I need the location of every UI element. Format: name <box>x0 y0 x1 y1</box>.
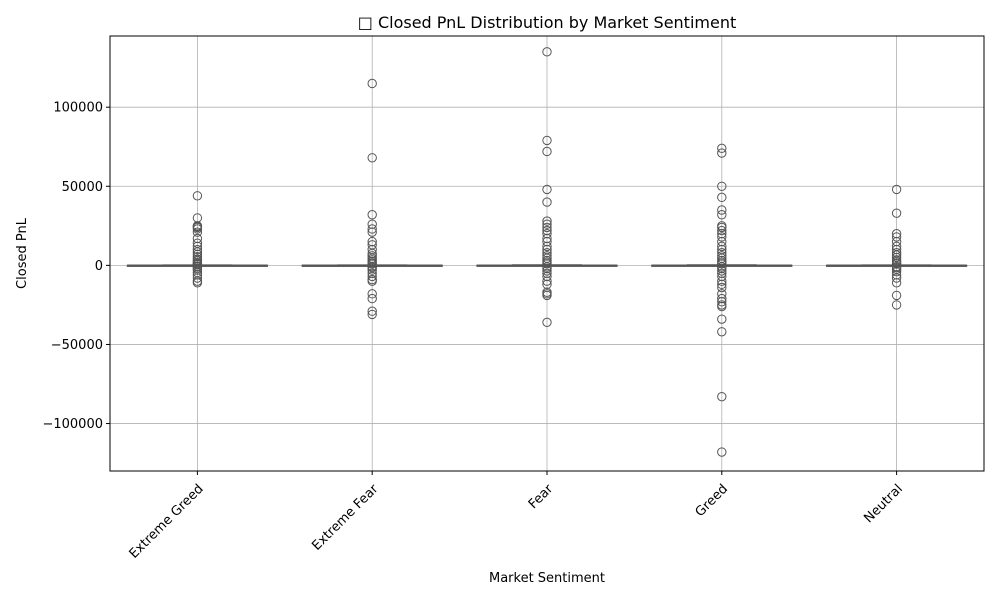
outlier-point <box>891 232 902 242</box>
outlier-point <box>542 317 552 328</box>
chart-title: □ Closed PnL Distribution by Market Sent… <box>358 13 736 32</box>
outlier-point <box>717 181 727 191</box>
outlier-point <box>717 232 727 242</box>
outlier-point <box>542 222 552 233</box>
outlier-point <box>367 265 377 275</box>
outlier-point <box>367 210 377 220</box>
outlier-point <box>192 273 203 283</box>
y-ticks: −100000 −50000 0 50000 100000 <box>42 101 110 432</box>
outlier-point <box>542 290 552 301</box>
y-tick-label: 0 <box>95 259 103 274</box>
y-axis-label: Closed PnL <box>15 217 30 289</box>
outlier-point <box>717 327 727 337</box>
outlier-point <box>367 259 377 269</box>
box-group <box>126 191 268 288</box>
outlier-point <box>717 279 727 290</box>
x-axis-label: Market Sentiment <box>489 571 605 586</box>
outlier-point <box>891 252 902 263</box>
outlier-point <box>367 293 377 304</box>
outlier-point <box>192 244 203 255</box>
outlier-point <box>717 276 727 286</box>
outlier-point <box>542 197 552 207</box>
outlier-point <box>542 47 552 57</box>
y-tick-label: −50000 <box>51 338 103 353</box>
y-tick-label: −100000 <box>42 417 103 432</box>
outlier-point <box>717 301 727 312</box>
outlier-point <box>717 259 727 269</box>
outlier-point <box>542 219 552 229</box>
outlier-point <box>367 271 377 282</box>
outlier-point <box>192 227 203 237</box>
outlier-point <box>891 290 902 301</box>
outlier-point <box>717 143 727 154</box>
outlier-point <box>891 208 902 218</box>
outlier-point <box>891 278 902 288</box>
box-group <box>476 47 618 328</box>
outlier-point <box>717 225 727 236</box>
outlier-point <box>717 192 727 203</box>
outlier-point <box>192 278 203 288</box>
outlier-point <box>542 266 552 276</box>
outlier-point <box>367 153 377 163</box>
outlier-point <box>367 227 377 237</box>
outlier-point <box>717 241 727 252</box>
outlier-point <box>542 241 552 252</box>
outlier-point <box>717 297 727 307</box>
outlier-point <box>717 266 727 276</box>
outlier-point <box>891 273 902 283</box>
outlier-point <box>891 266 902 277</box>
outlier-point <box>542 184 552 195</box>
outlier-point <box>367 289 377 299</box>
outlier-point <box>717 282 727 293</box>
outlier-point <box>542 276 552 286</box>
outlier-point <box>891 184 902 195</box>
outlier-point <box>367 276 377 286</box>
outlier-point <box>717 148 727 158</box>
box-group <box>826 184 968 310</box>
outlier-point <box>542 146 552 157</box>
outlier-point <box>717 205 727 215</box>
outlier-point <box>542 135 552 146</box>
outlier-point <box>717 210 727 220</box>
outlier-point <box>367 78 377 89</box>
y-tick-label: 100000 <box>53 101 103 116</box>
outlier-point <box>717 447 727 457</box>
box-layer <box>126 47 968 457</box>
box-group <box>651 143 793 457</box>
outlier-point <box>717 314 727 324</box>
outlier-point <box>717 222 727 233</box>
outlier-point <box>891 300 902 310</box>
box-group <box>301 78 443 320</box>
outlier-point <box>192 191 203 201</box>
outlier-point <box>192 224 203 234</box>
y-tick-label: 50000 <box>62 180 103 195</box>
outlier-point <box>717 391 727 402</box>
outlier-point <box>891 259 902 269</box>
outlier-point <box>367 306 377 316</box>
outlier-point <box>542 216 552 226</box>
outlier-point <box>367 309 377 320</box>
outlier-point <box>367 224 377 234</box>
outlier-point <box>542 259 552 269</box>
